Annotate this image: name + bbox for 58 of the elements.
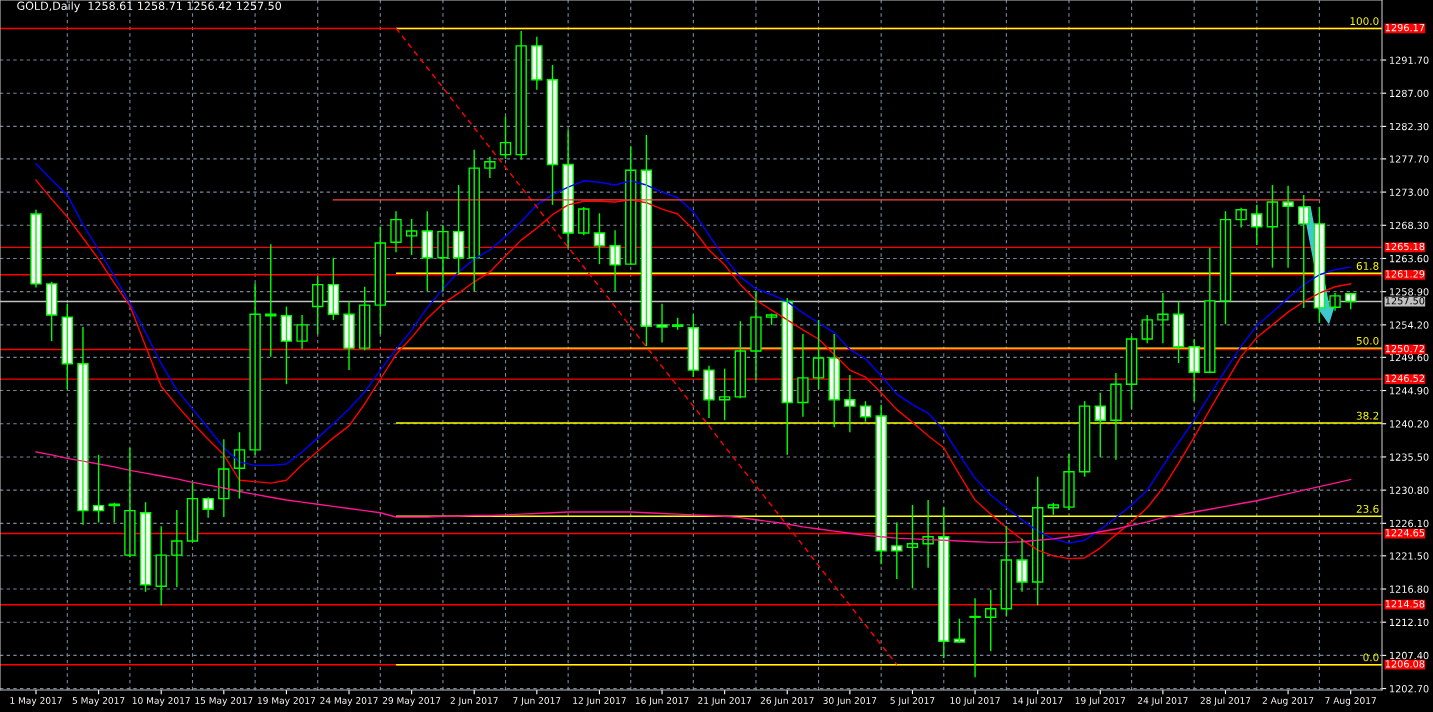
x-tick-label: 14 Jul 2017 bbox=[1013, 696, 1063, 706]
y-tick-label: 1263.60 bbox=[1390, 254, 1429, 263]
x-tick-label: 19 Jul 2017 bbox=[1075, 696, 1126, 706]
y-tick-label: 1287.00 bbox=[1390, 89, 1429, 98]
x-tick-label: 2 Jun 2017 bbox=[450, 697, 498, 706]
x-tick-label: 1 May 2017 bbox=[10, 697, 62, 706]
annotation: 0.0 bbox=[1363, 653, 1379, 662]
y-tick-label: 1282.30 bbox=[1390, 122, 1429, 131]
x-tick-label: 29 May 2017 bbox=[382, 697, 441, 706]
y-tick-label: 1226.10 bbox=[1390, 519, 1429, 528]
x-tick-label: 5 May 2017 bbox=[72, 697, 125, 706]
x-tick-label: 5 Jul 2017 bbox=[890, 696, 935, 706]
x-tick-label: 15 May 2017 bbox=[195, 697, 253, 706]
ref-line-label: 1214.58 bbox=[1385, 600, 1425, 608]
chart-title: GOLD,Daily 1258.61 1258.71 1256.42 1257.50 bbox=[17, 1, 282, 13]
y-tick-label: 1202.70 bbox=[1390, 685, 1429, 693]
y-tick-label: 1249.60 bbox=[1390, 353, 1429, 362]
y-tick-label: 1244.90 bbox=[1390, 387, 1429, 395]
y-tick-label: 1221.50 bbox=[1390, 552, 1429, 560]
ref-line-label: 1261.29 bbox=[1385, 270, 1425, 278]
x-tick-label: 19 May 2017 bbox=[257, 697, 316, 706]
y-tick-label: 1268.30 bbox=[1390, 221, 1429, 230]
x-tick-label: 12 Jun 2017 bbox=[573, 697, 626, 706]
ref-line-label: 1246.52 bbox=[1385, 374, 1425, 382]
x-tick-label: 2 Aug 2017 bbox=[1262, 697, 1314, 706]
annotation: 50.0 bbox=[1356, 336, 1379, 345]
y-tick-label: 1291.70 bbox=[1390, 56, 1429, 64]
ref-line-label: 1224.65 bbox=[1385, 529, 1425, 537]
y-tick-label: 1277.70 bbox=[1390, 155, 1429, 163]
ref-line-label: 1250.72 bbox=[1385, 344, 1425, 353]
y-tick-label: 1230.80 bbox=[1390, 486, 1429, 494]
x-tick-label: 10 Jul 2017 bbox=[950, 696, 1000, 706]
ref-line-label: 1257.50 bbox=[1385, 297, 1425, 305]
y-tick-label: 1240.20 bbox=[1390, 420, 1429, 428]
ref-line-label: 1206.08 bbox=[1385, 660, 1425, 668]
x-tick-label: 21 Jun 2017 bbox=[698, 697, 752, 706]
ref-line-label: 1296.17 bbox=[1385, 23, 1425, 32]
x-tick-label: 26 Jun 2017 bbox=[760, 697, 814, 706]
y-tick-label: 1235.50 bbox=[1390, 453, 1429, 461]
y-tick-label: 1254.20 bbox=[1390, 321, 1429, 329]
x-tick-label: 28 Jul 2017 bbox=[1200, 696, 1251, 706]
annotation: 100.0 bbox=[1350, 17, 1379, 26]
annotation: 23.6 bbox=[1356, 504, 1379, 513]
y-tick-label: 1216.80 bbox=[1390, 585, 1429, 593]
x-tick-label: 7 Aug 2017 bbox=[1325, 697, 1376, 706]
x-tick-label: 7 Jun 2017 bbox=[513, 697, 561, 706]
y-tick-label: 1258.90 bbox=[1390, 288, 1429, 296]
annotation: 61.8 bbox=[1356, 262, 1379, 270]
ref-line-label: 1265.18 bbox=[1385, 242, 1425, 251]
y-tick-label: 1273.00 bbox=[1390, 188, 1429, 196]
y-tick-label: 1207.40 bbox=[1390, 651, 1429, 660]
x-tick-label: 10 May 2017 bbox=[132, 697, 190, 706]
annotation: 38.2 bbox=[1356, 411, 1379, 420]
x-tick-label: 24 Jul 2017 bbox=[1138, 696, 1188, 706]
x-tick-label: 16 Jun 2017 bbox=[635, 697, 689, 706]
y-tick-label: 1212.10 bbox=[1390, 618, 1429, 627]
x-tick-label: 24 May 2017 bbox=[320, 697, 378, 706]
x-tick-label: 30 Jun 2017 bbox=[823, 697, 877, 706]
